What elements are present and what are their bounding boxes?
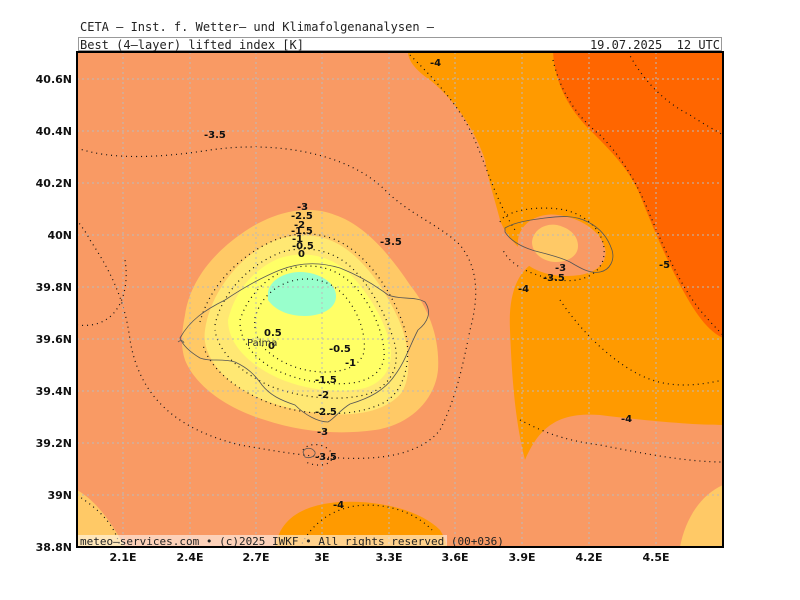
contour-lines — [77, 52, 723, 547]
valid-time: 19.07.2025 12 UTC — [589, 38, 720, 52]
city-label-palma: Palma — [247, 338, 277, 349]
lat-tick-label: 39N — [47, 489, 72, 502]
lat-tick-label: 40N — [47, 229, 72, 242]
lat-tick-label: 39.8N — [36, 281, 72, 294]
header-frame — [78, 37, 722, 51]
contour-label: -2.5 — [315, 407, 337, 418]
lon-tick-label: 3.3E — [375, 551, 402, 564]
lon-tick-label: 3.9E — [508, 551, 535, 564]
contour-label: -2 — [318, 390, 329, 401]
contour-label: -0.5 — [292, 241, 314, 252]
contour-label: 0.5 — [264, 328, 282, 339]
field-name: Best_(4—layer)_lifted_index_[K] — [80, 38, 304, 52]
contour-label: -1.5 — [291, 226, 313, 237]
contour-label: -3 — [555, 263, 566, 274]
fill-band-positive — [268, 272, 337, 316]
lat-tick-label: 40.2N — [36, 177, 72, 190]
lon-tick-label: 3.6E — [441, 551, 468, 564]
fill-band-minus5 — [553, 52, 723, 338]
fill-corner-sw — [77, 490, 125, 547]
lat-axis: 40.6N 40.4N 40.2N 40N 39.8N 39.6N 39.4N … — [36, 73, 72, 554]
contour-label: -1 — [345, 358, 356, 369]
footer-credit: meteo—services.com • (c)2025 IWKF • All … — [80, 535, 504, 548]
contour-label: 0 — [268, 341, 275, 352]
contour-label: -3.5 — [543, 273, 565, 284]
lon-tick-label: 2.7E — [242, 551, 269, 564]
contour-label: -3 — [297, 202, 308, 213]
contour-label: -1.5 — [315, 375, 337, 386]
lat-tick-label: 40.4N — [36, 125, 72, 138]
lon-axis: 2.1E 2.4E 2.7E 3E 3.3E 3.6E 3.9E 4.2E 4.… — [109, 551, 669, 564]
contour-label: 0 — [298, 249, 305, 260]
chart-title: CETA — Inst. f. Wetter— und Klimafolgena… — [80, 20, 435, 34]
contour-label: -3.5 — [204, 130, 226, 141]
contour-label: -1 — [292, 234, 303, 245]
menorca-coast — [504, 216, 614, 273]
cabrera-coast — [302, 447, 316, 459]
coastlines — [177, 216, 614, 459]
lon-tick-label: 4.2E — [575, 551, 602, 564]
lon-tick-label: 2.4E — [176, 551, 203, 564]
contour-labels: -4 -3.5 -3 -2.5 -2 -1.5 -1 -0.5 0 -3.5 -… — [204, 58, 670, 511]
lon-tick-label: 3E — [314, 551, 329, 564]
lat-tick-label: 40.6N — [36, 73, 72, 86]
contour-label: -3 — [317, 427, 328, 438]
lat-tick-label: 39.2N — [36, 437, 72, 450]
contour-label: -3.5 — [380, 237, 402, 248]
contour-label: -4 — [430, 58, 441, 69]
contour-label: -4 — [333, 500, 344, 511]
lon-tick-label: 4.5E — [642, 551, 669, 564]
contour-label: -2.5 — [291, 211, 313, 222]
contour-label: -2 — [294, 220, 305, 231]
contour-label: -4 — [621, 414, 632, 425]
contour-label: -5 — [659, 260, 670, 271]
contour-label: -4 — [518, 284, 529, 295]
footer-backdrop — [77, 535, 447, 547]
plot-frame — [76, 51, 724, 548]
contour-label: -3.5 — [315, 452, 337, 463]
filled-contours — [77, 52, 723, 547]
fill-band-0 — [228, 254, 391, 391]
lat-tick-label: 38.8N — [36, 541, 72, 554]
fill-corner-se — [680, 485, 723, 547]
dragonera-coast — [177, 340, 185, 344]
mallorca-coast — [179, 263, 429, 423]
lon-tick-label: 2.1E — [109, 551, 136, 564]
lat-tick-label: 39.4N — [36, 385, 72, 398]
lat-tick-label: 39.6N — [36, 333, 72, 346]
contour-label: -0.5 — [329, 344, 351, 355]
fill-menorca-inner — [532, 224, 578, 262]
